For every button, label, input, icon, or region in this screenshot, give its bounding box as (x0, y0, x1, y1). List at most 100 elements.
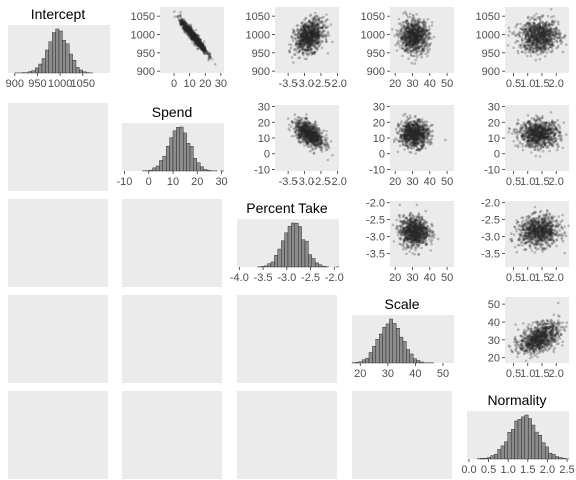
point (307, 130, 311, 134)
x-tick-label: 0.5 (506, 78, 521, 90)
point (207, 57, 211, 61)
point (179, 10, 182, 14)
y-tick-label: 900 (367, 66, 385, 78)
point (203, 46, 207, 49)
point (208, 55, 212, 59)
point (199, 42, 202, 46)
point (191, 32, 195, 35)
point (410, 61, 414, 65)
point (541, 51, 545, 54)
point (195, 40, 198, 44)
point (179, 21, 182, 25)
point (180, 20, 183, 24)
hist-tick-label: 950 (28, 78, 46, 90)
point (191, 29, 194, 33)
point (297, 51, 300, 55)
point (545, 38, 549, 41)
point (396, 150, 400, 154)
point (177, 19, 181, 23)
point (195, 40, 199, 43)
point (182, 20, 186, 24)
point (195, 43, 199, 47)
x-tick-label: 20 (389, 78, 401, 90)
point (204, 50, 208, 53)
hist-tick-label: 900 (6, 78, 24, 90)
point (196, 42, 199, 45)
point (201, 47, 205, 51)
point (181, 19, 185, 23)
point (184, 23, 187, 26)
point (191, 34, 194, 38)
point (318, 38, 322, 42)
hist-bar (186, 143, 191, 172)
point (190, 33, 193, 37)
point (559, 32, 562, 35)
point (179, 20, 182, 23)
point (311, 38, 314, 41)
point (530, 31, 534, 35)
point (198, 42, 201, 45)
point (189, 33, 192, 37)
point (188, 29, 192, 32)
point (191, 33, 195, 36)
point (541, 48, 545, 52)
point (197, 38, 201, 41)
point (191, 35, 195, 39)
point (193, 34, 197, 38)
point (188, 31, 191, 34)
point (316, 42, 319, 46)
point (203, 47, 206, 50)
point (541, 22, 545, 26)
point (432, 35, 436, 39)
point (194, 36, 197, 40)
point (310, 43, 313, 47)
point (190, 37, 193, 40)
point (190, 33, 193, 37)
point (420, 28, 423, 31)
point (189, 34, 192, 37)
point (198, 41, 202, 45)
point (197, 43, 201, 46)
point (207, 55, 211, 58)
point (186, 32, 189, 36)
point (424, 52, 428, 56)
point (310, 126, 313, 130)
point (295, 47, 299, 51)
point (188, 32, 191, 36)
point (549, 50, 552, 54)
x-tick-label: -2.0 (328, 78, 347, 90)
point (190, 35, 193, 39)
point (195, 37, 198, 41)
point (190, 35, 194, 39)
point (196, 42, 199, 46)
point (198, 44, 201, 47)
point (195, 37, 199, 41)
point (193, 37, 196, 41)
point (193, 37, 196, 41)
point (193, 37, 196, 41)
point (208, 53, 211, 56)
point (196, 43, 200, 46)
point (195, 35, 198, 39)
point (314, 120, 317, 124)
point (397, 36, 400, 39)
point (308, 135, 311, 139)
point (192, 36, 196, 39)
x-tick-label: 2.0 (549, 78, 564, 90)
panel-spend-spend: Spend-10 0 10 20 30 (116, 104, 227, 188)
point (185, 25, 188, 29)
point (194, 40, 198, 44)
point (196, 40, 200, 44)
point (197, 38, 201, 41)
y-tick-label: 900 (482, 66, 500, 78)
point (200, 44, 204, 48)
point (181, 22, 185, 26)
point (197, 40, 201, 43)
point (415, 40, 418, 43)
point (185, 30, 189, 33)
point (198, 41, 201, 45)
point (196, 41, 199, 45)
point (195, 38, 199, 42)
point (192, 35, 196, 39)
point (183, 27, 186, 31)
